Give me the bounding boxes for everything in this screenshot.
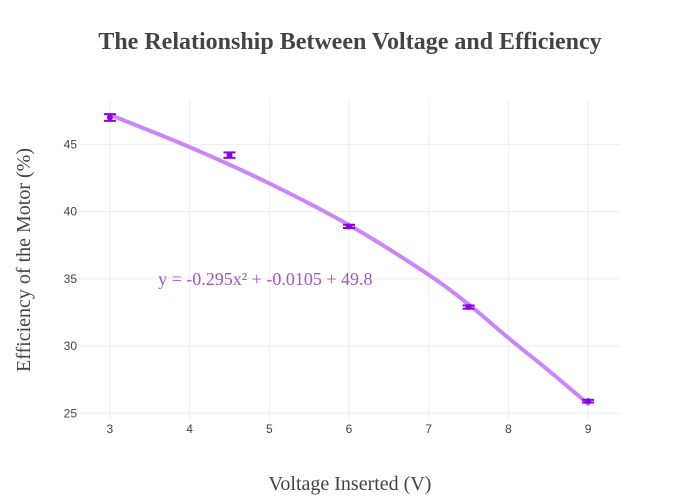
x-tick-label: 6 (346, 422, 353, 436)
data-point (343, 223, 355, 230)
y-tick-label: 40 (64, 205, 78, 219)
y-tick-label: 30 (64, 339, 78, 353)
fit-curve-layer (107, 112, 591, 406)
x-axis-title: Voltage Inserted (V) (269, 473, 432, 495)
y-axis-ticks: 25 30 35 40 45 (64, 137, 78, 420)
data-point (462, 304, 475, 311)
data-point (582, 398, 595, 405)
x-tick-label: 9 (585, 422, 592, 436)
x-axis-ticks: 3 4 5 6 7 8 9 (107, 422, 592, 436)
point-marker (465, 304, 472, 311)
data-points (103, 113, 595, 405)
annotations: y = -0.295x² + -0.0105 + 49.8 (158, 269, 372, 289)
data-point (103, 113, 116, 122)
x-tick-label: 5 (266, 422, 273, 436)
point-marker (106, 114, 113, 121)
y-tick-label: 25 (64, 406, 78, 420)
x-tick-label: 4 (186, 422, 193, 436)
point-marker (226, 152, 233, 159)
point-marker (585, 398, 592, 405)
x-tick-label: 8 (505, 422, 512, 436)
x-tick-label: 3 (107, 422, 114, 436)
y-axis-title: Efficiency of the Motor (%) (13, 148, 35, 372)
y-tick-label: 45 (64, 137, 78, 151)
point-marker (346, 223, 352, 230)
grid (78, 100, 620, 420)
data-point (223, 151, 236, 159)
fit-equation-annotation: y = -0.295x² + -0.0105 + 49.8 (158, 269, 372, 289)
y-tick-label: 35 (64, 272, 78, 286)
fit-curve (107, 112, 591, 406)
chart-title: The Relationship Between Voltage and Eff… (98, 29, 601, 55)
x-tick-label: 7 (425, 422, 432, 436)
